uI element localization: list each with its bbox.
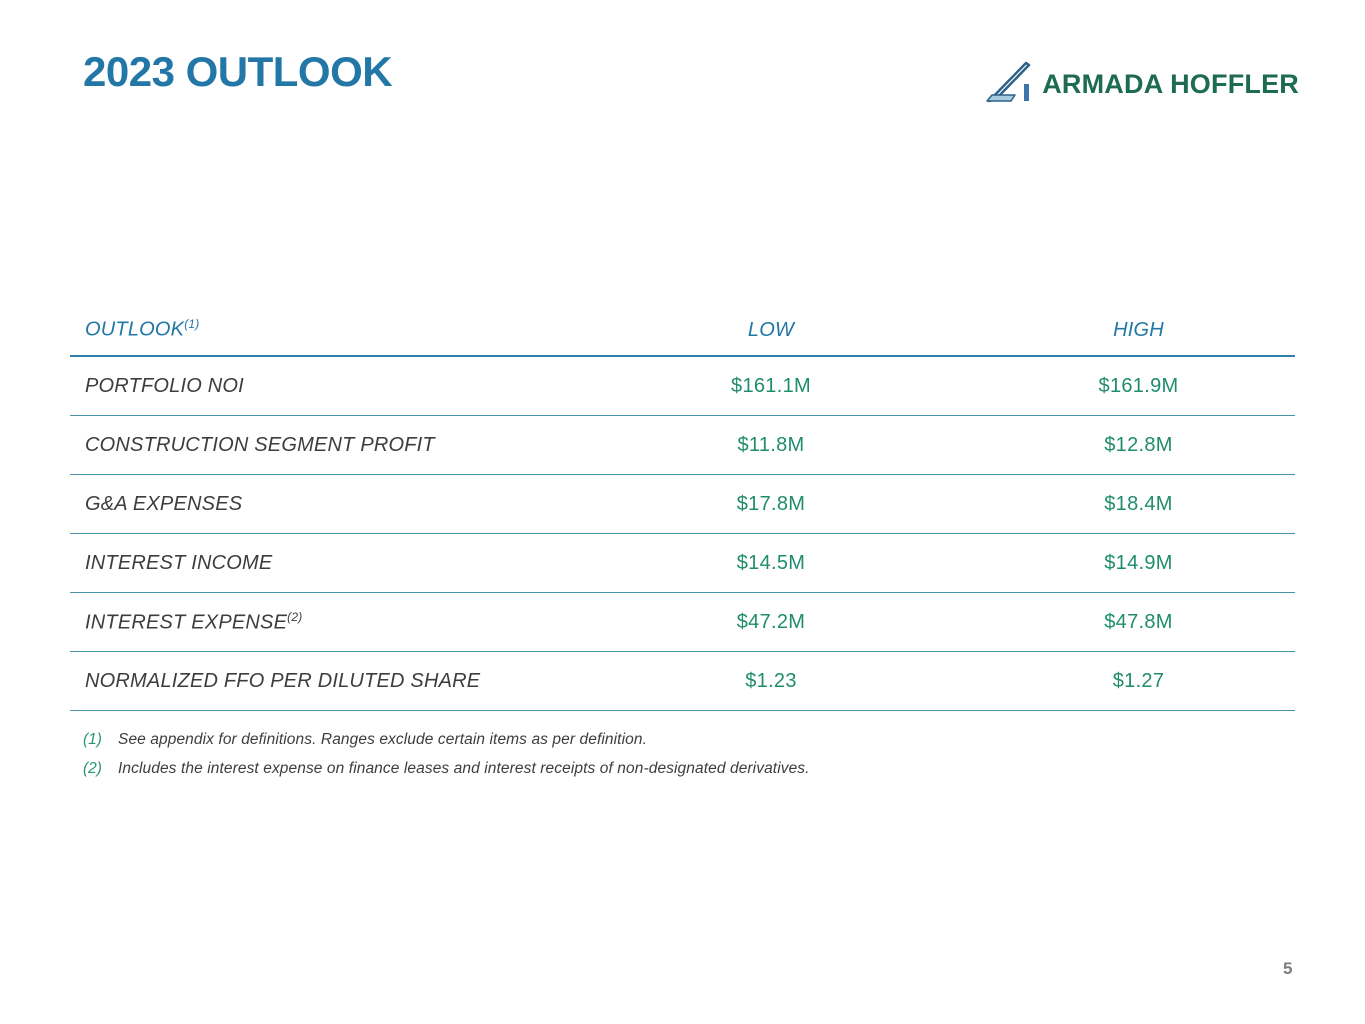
footnote-marker: (1) [83,731,102,748]
footnote-text: See appendix for definitions. Ranges exc… [118,731,647,748]
table-body: PORTFOLIO NOI $161.1M $161.9M CONSTRUCTI… [70,357,1295,711]
row-label: CONSTRUCTION SEGMENT PROFIT [85,433,435,456]
header-low: LOW [747,319,795,341]
row-low-value: $11.8M [737,433,805,456]
footnotes: (1) See appendix for definitions. Ranges… [83,731,810,778]
page-number: 5 [1283,959,1293,978]
row-label: INTEREST EXPENSE(2) [70,610,560,635]
table-row-portfolio-noi: PORTFOLIO NOI $161.1M $161.9M [70,357,1295,416]
footnote-marker: (2) [83,760,102,777]
row-low-value: $14.5M [736,551,806,574]
table-row-interest-expense: INTEREST EXPENSE(2) $47.2M $47.8M [70,593,1295,652]
row-label: INTEREST INCOME [85,551,273,574]
table-row-construction-segment-profit: CONSTRUCTION SEGMENT PROFIT $11.8M $12.8… [70,416,1295,475]
row-label: PORTFOLIO NOI [85,374,244,397]
table-header-row: OUTLOOK(1) LOW HIGH [70,305,1295,357]
row-high-value: $47.8M [1104,610,1173,633]
armada-hoffler-sail-logo-icon [986,56,1033,113]
header-outlook-footnote-ref: (1) [184,317,200,332]
row-footnote-ref: (2) [287,609,303,624]
footnote-text: Includes the interest expense on finance… [118,760,810,777]
table-row-ga-expenses: G&A EXPENSES $17.8M $18.4M [70,475,1295,534]
row-label: NORMALIZED FFO PER DILUTED SHARE [85,669,481,692]
table-row-interest-income: INTEREST INCOME $14.5M $14.9M [70,534,1295,593]
row-low-value: $47.2M [736,610,806,633]
footnote-1: (1) See appendix for definitions. Ranges… [83,731,810,749]
logo-wordmark: ARMADA HOFFLER [1042,69,1299,99]
header-high: HIGH [1113,319,1164,341]
row-low-value: $161.1M [731,374,811,397]
footnote-2: (2) Includes the interest expense on fin… [83,760,810,778]
row-label-text: INTEREST EXPENSE [85,611,288,634]
outlook-table: OUTLOOK(1) LOW HIGH PORTFOLIO NOI $161.1… [70,305,1295,711]
row-high-value: $14.9M [1104,551,1173,574]
row-high-value: $18.4M [1104,492,1173,515]
row-high-value: $12.8M [1104,433,1173,456]
row-high-value: $1.27 [1112,669,1165,692]
table-row-normalized-ffo: NORMALIZED FFO PER DILUTED SHARE $1.23 $… [70,652,1295,711]
row-low-value: $17.8M [736,492,806,515]
armada-hoffler-logo: ARMADA HOFFLER [986,56,1299,113]
row-label: G&A EXPENSES [85,492,243,515]
row-high-value: $161.9M [1098,374,1179,397]
row-low-value: $1.23 [745,669,797,692]
header-outlook-label: OUTLOOK [85,319,185,341]
header-outlook: OUTLOOK(1) [70,317,560,342]
slide-title: 2023 OUTLOOK [83,48,393,95]
